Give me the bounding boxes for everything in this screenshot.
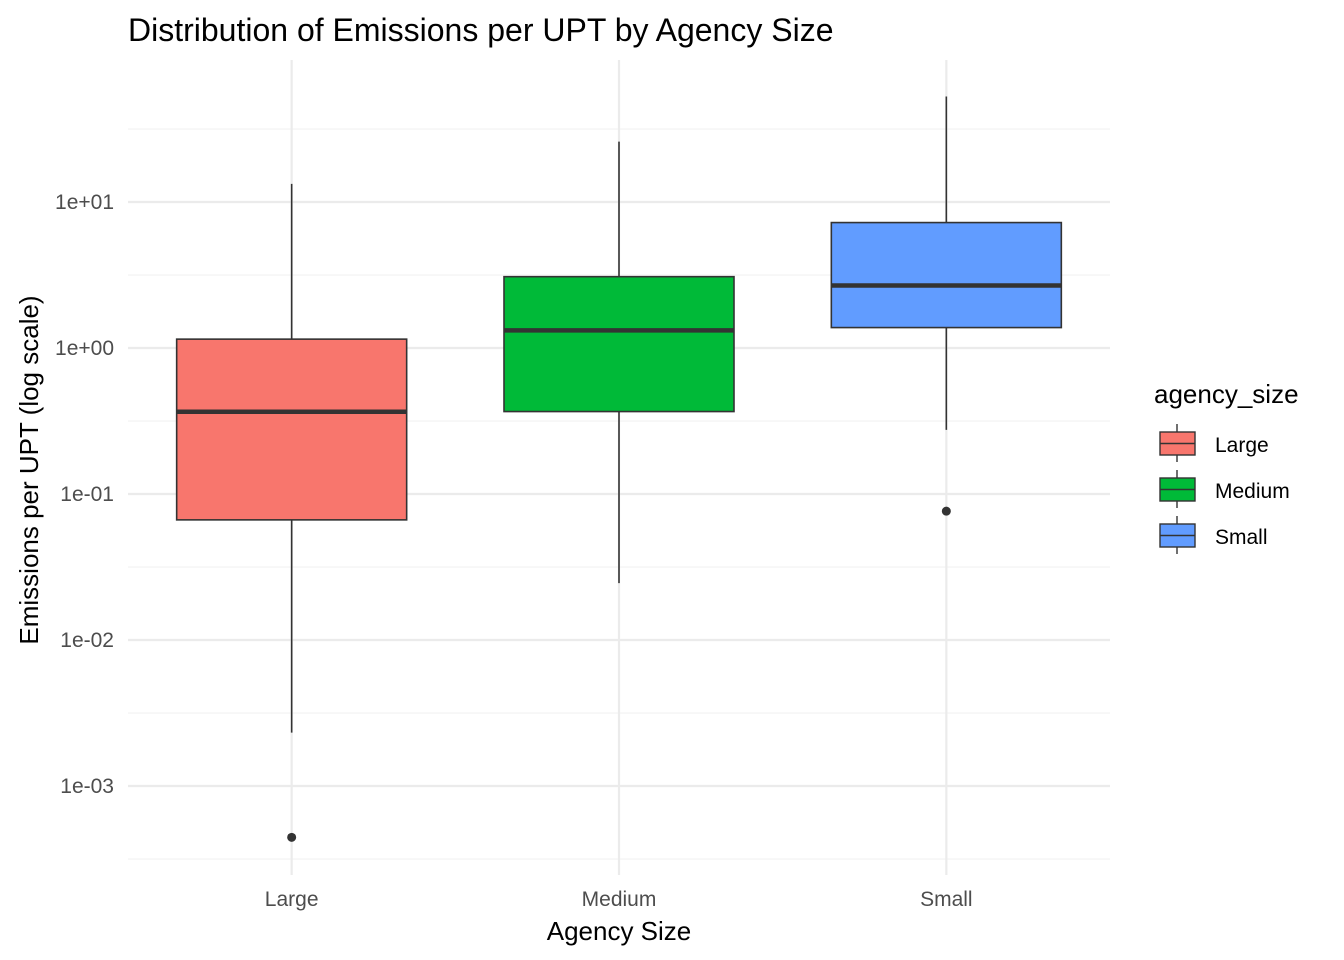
x-axis-title: Agency Size [547,916,692,946]
y-tick-labels: 1e-03 1e-02 1e-01 1e+00 1e+01 [55,191,114,798]
legend-entry-small: Small [1159,516,1268,554]
y-tick-label: 1e-02 [60,629,114,652]
x-tick-labels: Large Medium Small [265,888,973,911]
iqr-box [503,275,735,413]
outlier-point [287,832,297,842]
chart-title: Distribution of Emissions per UPT by Age… [128,12,833,48]
legend-label: Large [1215,434,1269,457]
y-tick-label: 1e-03 [60,775,114,798]
y-axis-title: Emissions per UPT (log scale) [14,295,44,644]
legend-title: agency_size [1154,379,1299,409]
x-tick-label: Large [265,888,319,911]
iqr-box [175,338,408,521]
y-tick-label: 1e+00 [55,337,114,360]
iqr-box [830,221,1063,329]
outlier-point [941,506,951,516]
y-tick-label: 1e-01 [60,483,114,506]
legend-label: Small [1215,526,1268,549]
x-tick-label: Medium [582,888,657,911]
legend-label: Medium [1215,480,1290,503]
box-medium [503,141,735,584]
x-tick-label: Small [920,888,973,911]
legend-entry-large: Large [1159,424,1269,462]
legend-entries: Large Medium Small [1159,424,1290,554]
legend: agency_size Large Medium Small [1154,379,1299,554]
y-tick-label: 1e+01 [55,191,114,214]
boxes [175,96,1063,842]
box-large [175,183,408,842]
box-small [830,96,1063,516]
legend-entry-medium: Medium [1159,470,1290,508]
